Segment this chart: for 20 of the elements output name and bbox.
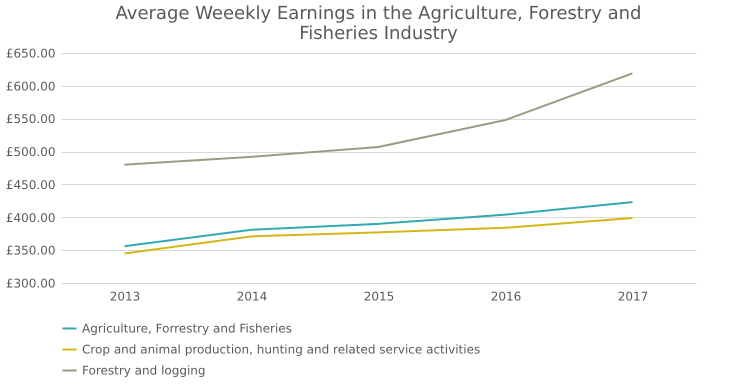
x-tick-label: 2015 xyxy=(364,290,394,304)
x-tick-label: 2013 xyxy=(110,290,140,304)
x-tick-label: 2016 xyxy=(490,290,522,304)
legend-label: Crop and animal production, hunting and related service activities xyxy=(82,342,480,356)
y-tick-label: £350.00 xyxy=(6,244,56,258)
line-series xyxy=(124,72,634,166)
legend-label: Agriculture, Forrestry and Fisheries xyxy=(82,322,292,336)
x-tick-label: 2014 xyxy=(236,290,268,304)
legend-label: Forestry and logging xyxy=(82,364,206,378)
line-series xyxy=(124,216,634,254)
y-tick-label: £550.00 xyxy=(6,112,56,126)
y-tick-label: £650.00 xyxy=(6,46,56,60)
y-tick-label: £450.00 xyxy=(6,178,56,192)
line-series xyxy=(124,201,634,248)
y-tick-label: £500.00 xyxy=(6,145,56,160)
y-tick-label: £600.00 xyxy=(6,79,56,94)
x-tick-label: 2017 xyxy=(618,290,648,304)
chart-title: Average Weeekly Earnings in the Agriculture, Forestry and Fisheries Industry xyxy=(116,3,642,44)
y-tick-label: £400.00 xyxy=(6,210,56,225)
y-tick-label: £300.00 xyxy=(6,276,56,290)
